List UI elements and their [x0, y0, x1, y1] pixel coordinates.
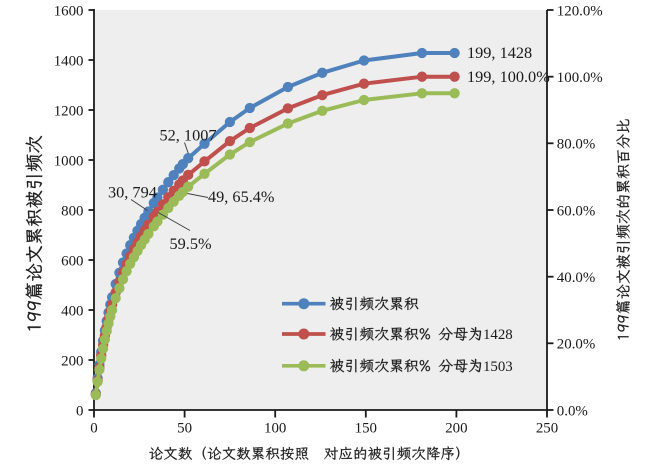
svg-text:52, 1007: 52, 1007 — [160, 125, 217, 144]
svg-text:1428: 1428 — [483, 327, 513, 343]
svg-text:1400: 1400 — [54, 54, 84, 70]
svg-text:100.0%: 100.0% — [557, 70, 603, 86]
svg-text:100: 100 — [264, 421, 286, 437]
svg-text:150: 150 — [355, 421, 377, 437]
svg-text:1200: 1200 — [54, 104, 84, 120]
svg-text:0.0%: 0.0% — [557, 403, 588, 419]
svg-text:49, 65.4%: 49, 65.4% — [208, 187, 274, 206]
svg-text:0: 0 — [90, 421, 97, 437]
svg-text:200: 200 — [445, 421, 467, 437]
svg-text:59.5%: 59.5% — [170, 234, 212, 253]
svg-text:250: 250 — [536, 421, 558, 437]
svg-text:199, 100.0%: 199, 100.0% — [467, 67, 550, 86]
svg-text:200: 200 — [61, 354, 83, 370]
svg-text:30, 794: 30, 794 — [108, 183, 157, 202]
svg-text:1000: 1000 — [54, 154, 84, 170]
svg-text:80.0%: 80.0% — [557, 137, 595, 153]
svg-text:800: 800 — [61, 204, 83, 220]
svg-text:1600: 1600 — [54, 4, 84, 20]
svg-text:50: 50 — [177, 421, 192, 437]
svg-text:60.0%: 60.0% — [557, 203, 595, 219]
svg-text:20.0%: 20.0% — [557, 337, 595, 353]
svg-text:0: 0 — [76, 404, 83, 420]
svg-text:40.0%: 40.0% — [557, 270, 595, 286]
svg-text:120.0%: 120.0% — [557, 3, 603, 19]
svg-text:600: 600 — [61, 254, 83, 270]
svg-text:199, 1428: 199, 1428 — [467, 43, 532, 62]
svg-text:400: 400 — [61, 304, 83, 320]
svg-text:1503: 1503 — [483, 359, 513, 375]
